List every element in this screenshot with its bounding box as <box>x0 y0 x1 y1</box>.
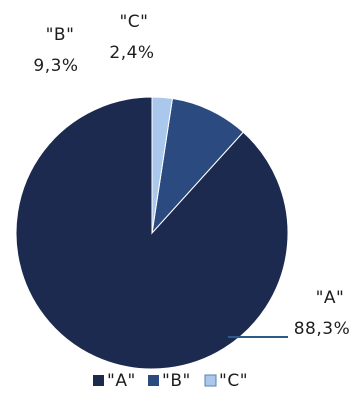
legend-swatch-c <box>204 374 217 387</box>
legend-swatch-a <box>93 375 104 386</box>
pie-slice-b <box>151 97 244 235</box>
slice-value-label-b: 9,3% <box>33 56 78 76</box>
pie-slice-c <box>151 96 174 234</box>
slice-category-label-a: "A" <box>316 288 345 308</box>
legend: "A" "B" "C" <box>93 371 248 391</box>
slice-value-label-c: 2,4% <box>109 43 154 63</box>
slice-value-label-a: 88,3% <box>294 319 351 339</box>
slice-category-label-b: "B" <box>46 25 75 45</box>
legend-label-c: "C" <box>219 371 248 391</box>
pie-slices <box>15 96 289 370</box>
legend-label-a: "A" <box>107 371 136 391</box>
legend-label-b: "B" <box>162 371 191 391</box>
legend-swatch-b <box>148 375 159 386</box>
slice-category-label-c: "C" <box>119 12 148 32</box>
